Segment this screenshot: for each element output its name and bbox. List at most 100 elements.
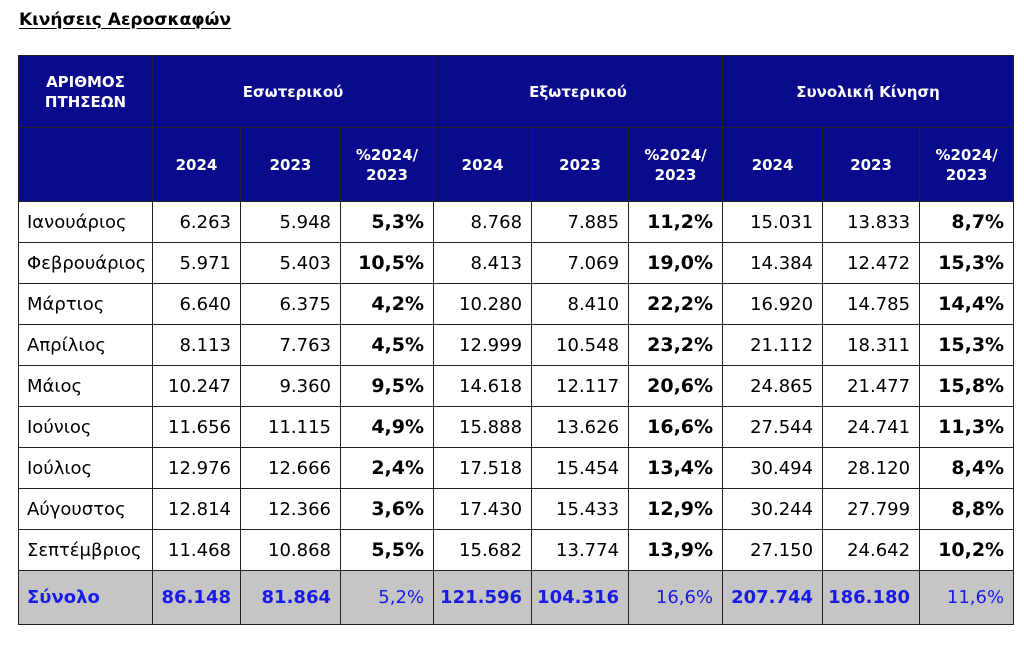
- cell-domPct: 2,4%: [339, 447, 435, 489]
- cell-int2023: 12.117: [531, 365, 630, 407]
- page-title: Κινήσεις Αεροσκαφών: [19, 10, 231, 30]
- cell-domPct: 4,9%: [339, 406, 435, 448]
- cell-dom2024: 86.148: [152, 570, 241, 625]
- cell-month: Σεπτέμβριος: [18, 529, 153, 571]
- pct-line2: 2023: [945, 165, 988, 184]
- cell-int2024: 121.596: [433, 570, 533, 625]
- pct-line1: %2024/: [935, 145, 998, 164]
- pct-line2: 2023: [654, 165, 697, 184]
- cell-domPct: 4,5%: [339, 324, 435, 366]
- cell-tot2024: 16.920: [722, 283, 824, 325]
- cell-tot2023: 24.741: [822, 406, 921, 448]
- cell-domPct: 5,3%: [339, 201, 435, 243]
- cell-intPct: 11,2%: [628, 201, 724, 243]
- cell-int2024: 10.280: [433, 283, 533, 325]
- cell-intPct: 13,9%: [628, 529, 724, 571]
- cell-dom2024: 11.656: [152, 406, 241, 448]
- header-row-groups: ΑΡΙΘΜΟΣ ΠΤΗΣΕΩΝ Εσωτερικού Εξωτερικού Συ…: [18, 55, 1015, 128]
- cell-domPct: 10,5%: [339, 242, 435, 284]
- cell-month: Ιούνιος: [18, 406, 153, 448]
- header-tot-2024: 2024: [722, 127, 824, 202]
- header-dom-2024: 2024: [152, 127, 241, 202]
- header-total-traffic: Συνολική Κίνηση: [722, 55, 1015, 128]
- cell-tot2024: 207.744: [722, 570, 824, 625]
- header-domestic: Εσωτερικού: [151, 55, 435, 128]
- cell-tot2024: 27.544: [722, 406, 824, 448]
- cell-dom2023: 12.366: [240, 488, 341, 530]
- cell-tot2024: 15.031: [722, 201, 824, 243]
- header-tot-2023: 2023: [822, 127, 921, 202]
- cell-dom2023: 5.403: [240, 242, 341, 284]
- cell-totPct: 8,8%: [919, 488, 1015, 530]
- cell-totPct: 14,4%: [919, 283, 1015, 325]
- table-row: Φεβρουάριος 5.971 5.403 10,5% 8.413 7.069 19,0…: [18, 242, 1015, 284]
- pct-line1: %2024/: [355, 145, 419, 164]
- cell-month: Αύγουστος: [18, 488, 153, 530]
- cell-domPct: 3,6%: [339, 488, 435, 530]
- header-dom-pct: %2024/2023: [339, 127, 435, 202]
- cell-dom2024: 10.247: [152, 365, 241, 407]
- cell-int2024: 15.682: [433, 529, 533, 571]
- cell-int2023: 7.885: [531, 201, 630, 243]
- cell-dom2024: 12.976: [152, 447, 241, 489]
- header-flights-line2: ΠΤΗΣΕΩΝ: [44, 92, 127, 111]
- header-int-2023: 2023: [531, 127, 630, 202]
- cell-int2024: 8.768: [433, 201, 533, 243]
- table-row: Σεπτέμβριος 11.468 10.868 5,5% 15.682 13.774 1…: [18, 529, 1015, 571]
- cell-tot2024: 14.384: [722, 242, 824, 284]
- cell-tot2024: 27.150: [722, 529, 824, 571]
- cell-intPct: 12,9%: [628, 488, 724, 530]
- cell-month: Ιούλιος: [18, 447, 153, 489]
- cell-dom2024: 5.971: [152, 242, 241, 284]
- cell-domPct: 5,2%: [339, 570, 435, 625]
- cell-totPct: 15,8%: [919, 365, 1015, 407]
- cell-tot2024: 30.244: [722, 488, 824, 530]
- cell-intPct: 19,0%: [628, 242, 724, 284]
- cell-totPct: 11,6%: [919, 570, 1015, 625]
- table-row: Ιούνιος 11.656 11.115 4,9% 15.888 13.626 16,6%…: [18, 406, 1015, 448]
- cell-int2024: 8.413: [433, 242, 533, 284]
- pct-line2: 2023: [366, 165, 408, 184]
- cell-tot2023: 21.477: [822, 365, 921, 407]
- cell-dom2024: 6.640: [152, 283, 241, 325]
- cell-dom2023: 6.375: [240, 283, 341, 325]
- header-international: Εξωτερικού: [433, 55, 724, 128]
- cell-int2023: 13.626: [531, 406, 630, 448]
- cell-tot2023: 28.120: [822, 447, 921, 489]
- cell-month: Απρίλιος: [18, 324, 153, 366]
- header-dom-2023: 2023: [240, 127, 341, 202]
- cell-tot2024: 30.494: [722, 447, 824, 489]
- header-empty-cell: [18, 127, 153, 202]
- cell-int2024: 17.518: [433, 447, 533, 489]
- cell-dom2023: 9.360: [240, 365, 341, 407]
- table-row: Ιούλιος 12.976 12.666 2,4% 17.518 15.454 13,4%…: [18, 447, 1015, 489]
- cell-intPct: 16,6%: [628, 570, 724, 625]
- cell-tot2023: 13.833: [822, 201, 921, 243]
- cell-totPct: 10,2%: [919, 529, 1015, 571]
- cell-month: Φεβρουάριος: [18, 242, 153, 284]
- cell-month: Μάιος: [18, 365, 153, 407]
- cell-int2024: 12.999: [433, 324, 533, 366]
- table-row: Αύγουστος 12.814 12.366 3,6% 17.430 15.433 12,…: [18, 488, 1015, 530]
- pct-line1: %2024/: [644, 145, 707, 164]
- cell-totPct: 15,3%: [919, 242, 1015, 284]
- header-int-pct: %2024/2023: [628, 127, 724, 202]
- cell-int2023: 15.433: [531, 488, 630, 530]
- cell-month: Ιανουάριος: [18, 201, 153, 243]
- cell-tot2023: 27.799: [822, 488, 921, 530]
- cell-dom2023: 5.948: [240, 201, 341, 243]
- cell-dom2024: 6.263: [152, 201, 241, 243]
- cell-tot2023: 14.785: [822, 283, 921, 325]
- header-flights-count: ΑΡΙΘΜΟΣ ΠΤΗΣΕΩΝ: [18, 55, 153, 128]
- table-row: Μάιος 10.247 9.360 9,5% 14.618 12.117 20,6% 24.…: [18, 365, 1015, 407]
- table-body: Ιανουάριος 6.263 5.948 5,3% 8.768 7.885 11,2% 1…: [18, 201, 1015, 625]
- cell-int2023: 8.410: [531, 283, 630, 325]
- cell-dom2023: 12.666: [240, 447, 341, 489]
- cell-domPct: 5,5%: [339, 529, 435, 571]
- cell-int2023: 10.548: [531, 324, 630, 366]
- cell-dom2023: 10.868: [240, 529, 341, 571]
- header-int-2024: 2024: [433, 127, 533, 202]
- cell-totPct: 11,3%: [919, 406, 1015, 448]
- cell-int2024: 17.430: [433, 488, 533, 530]
- cell-domPct: 9,5%: [339, 365, 435, 407]
